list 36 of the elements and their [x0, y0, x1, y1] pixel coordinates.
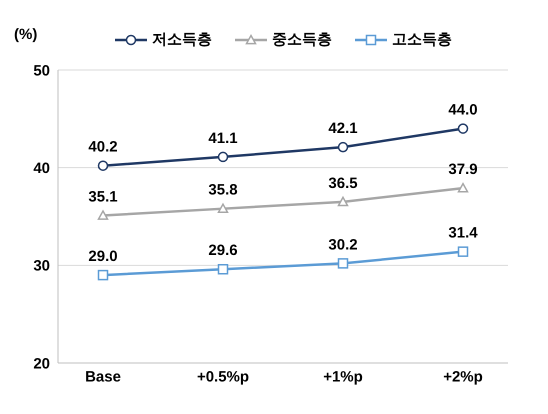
data-label: 29.6 [208, 242, 238, 260]
y-axis-title: (%) [14, 26, 38, 43]
point [218, 203, 228, 214]
x-tick-label: +1%p [323, 368, 363, 386]
data-label: 44.0 [448, 102, 478, 119]
data-label: 30.2 [328, 236, 358, 254]
x-tick-label: +2%p [443, 368, 483, 386]
point [218, 264, 228, 274]
legend-label: 중소득층 [272, 30, 332, 49]
x-tick-label: +0.5%p [196, 368, 250, 386]
point [338, 142, 348, 152]
data-label: 36.5 [328, 174, 358, 192]
point [338, 258, 348, 269]
data-label: 37.9 [448, 161, 478, 178]
point [98, 160, 108, 171]
legend-label: 저소득층 [152, 30, 212, 49]
data-label: 41.1 [208, 130, 238, 147]
data-label: 35.1 [88, 188, 118, 206]
y-tick-label: 20 [33, 355, 50, 372]
point [458, 182, 468, 193]
point [458, 123, 468, 134]
point [98, 270, 108, 280]
data-label: 29.0 [88, 248, 118, 266]
y-tick-label: 40 [33, 160, 50, 177]
point [338, 196, 348, 206]
data-label: 42.1 [328, 120, 358, 138]
point [458, 246, 468, 257]
y-tick-label: 30 [33, 258, 50, 275]
point [218, 152, 228, 162]
x-tick-label: Base [85, 368, 121, 386]
data-label: 40.2 [88, 138, 118, 156]
y-tick-label: 50 [33, 62, 50, 80]
legend-label: 고소득층 [392, 30, 452, 49]
point [98, 210, 108, 220]
data-label: 35.8 [208, 182, 238, 199]
data-label: 31.4 [448, 224, 478, 242]
